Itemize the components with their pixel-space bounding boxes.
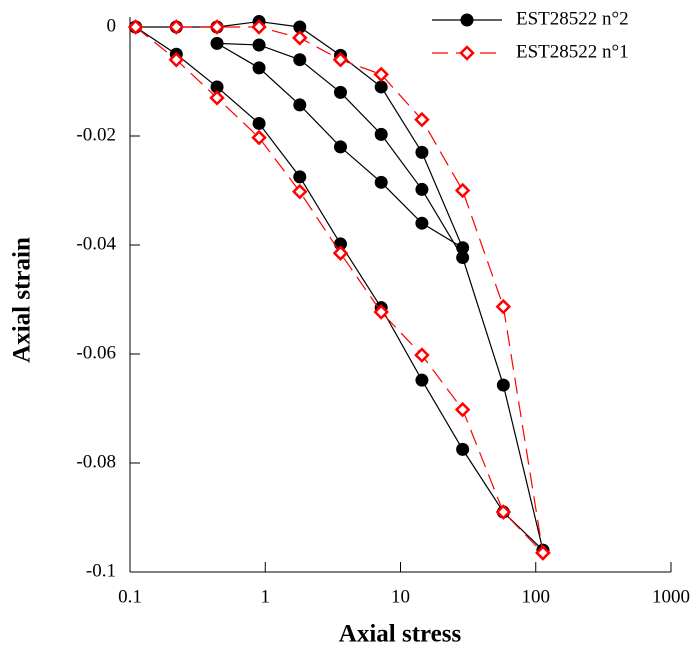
data-point (414, 111, 430, 128)
data-point (333, 85, 347, 99)
data-point (168, 51, 185, 68)
data-point (414, 347, 430, 363)
data-point (454, 182, 471, 199)
data-point (292, 30, 308, 46)
data-point (209, 90, 225, 106)
data-point (456, 442, 470, 456)
legend-label: EST28522 n°2 (516, 8, 629, 29)
data-point (495, 298, 512, 315)
x-tick-label: 100 (522, 586, 551, 607)
legend-marker (459, 45, 475, 61)
data-point (332, 51, 349, 68)
data-point (210, 36, 224, 50)
data-point (332, 245, 349, 261)
data-point (252, 116, 266, 130)
data-point (415, 373, 429, 387)
y-tick-label: -0.02 (76, 124, 116, 145)
y-tick-label: -0.1 (86, 560, 116, 581)
data-point (456, 251, 470, 265)
legend-marker (460, 13, 474, 27)
data-point (496, 378, 510, 392)
series-line (135, 20, 544, 551)
data-point (210, 80, 224, 94)
data-point (495, 504, 512, 520)
data-point (374, 127, 388, 141)
data-point (168, 19, 185, 35)
x-tick-label: 1000 (652, 586, 690, 607)
y-axis-title: Axial strain (9, 237, 36, 363)
data-point (415, 182, 429, 196)
x-tick-label: 10 (391, 586, 410, 607)
data-point (373, 304, 389, 320)
legend-label: EST28522 n°1 (516, 41, 629, 62)
data-point (374, 175, 388, 189)
y-tick-label: 0 (107, 15, 117, 36)
data-point (127, 19, 144, 35)
x-tick-label: 1 (261, 586, 271, 607)
data-point (209, 19, 225, 35)
data-point (415, 145, 429, 159)
data-point (333, 140, 347, 154)
data-point (293, 170, 307, 184)
data-point (374, 80, 388, 94)
data-point (456, 241, 470, 255)
data-point (333, 237, 347, 251)
data-point (293, 20, 307, 34)
data-point (415, 216, 429, 230)
data-point (252, 61, 266, 75)
y-tick-label: -0.06 (76, 342, 116, 363)
series-line (135, 26, 544, 554)
x-axis-title: Axial stress (339, 621, 462, 648)
data-point (535, 545, 551, 561)
data-point (292, 183, 308, 200)
data-point (293, 98, 307, 112)
x-tick-label: 0.1 (118, 586, 142, 607)
data-point (251, 129, 267, 146)
data-point (373, 66, 389, 83)
data-point (251, 19, 267, 35)
data-point (454, 401, 471, 418)
data-point (293, 53, 307, 67)
y-tick-label: -0.08 (76, 451, 116, 472)
data-point (252, 38, 266, 52)
y-tick-label: -0.04 (76, 233, 116, 254)
